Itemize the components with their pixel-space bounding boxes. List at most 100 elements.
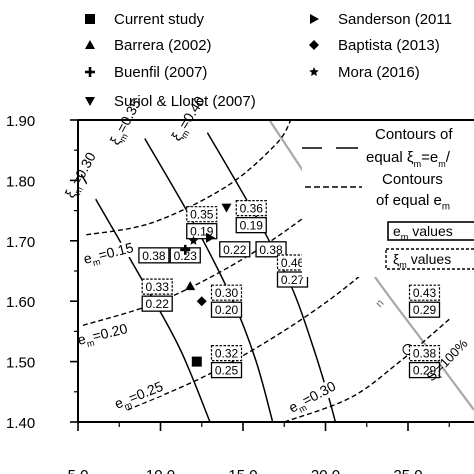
annotation-e-value-6: 0.27 (281, 273, 305, 287)
annotation-e-box-1 (235, 216, 267, 234)
x-tick-label-2: 15.0 (228, 467, 257, 474)
x-tick-label-0: 5.0 (68, 467, 89, 474)
legend-xi-values-box (385, 248, 474, 270)
saturation-side-label: n (374, 297, 387, 310)
x-tick-label-1: 10.0 (146, 467, 175, 474)
x-tick-label-3: 20.0 (311, 467, 340, 474)
legend-label: Buenfil (2007) (114, 63, 208, 81)
data-point-diamond-5 (196, 296, 207, 307)
legend-marker-star (309, 67, 319, 77)
annotation-xi-value-1: 0.36 (240, 202, 264, 216)
annotation-e-value-8: 0.22 (146, 297, 170, 311)
annotation-e-value-12: 0.29 (413, 364, 437, 378)
legend-item-triangle-up: Barrera (2002) (80, 36, 212, 54)
e-contour-0 (86, 120, 292, 236)
annotation-e-box-12 (408, 361, 441, 379)
legend-item-triangle-down: Suriol & Lloret (2007) (80, 92, 256, 110)
annotation-e-box-2 (138, 247, 170, 264)
annotation-xi-value-10: 0.43 (413, 286, 437, 300)
annotation-e-value-11: 0.25 (215, 364, 239, 378)
legend-marker-diamond (309, 40, 319, 50)
diamond-marker-icon (309, 40, 319, 50)
e-contour-label-text-0: em=0.15 (82, 239, 136, 270)
annotation-e-value-1: 0.19 (240, 219, 264, 233)
y-tick-label-4: 1.80 (6, 173, 35, 190)
e-contour-label-1: em=0.20 (74, 320, 129, 350)
annotation-xi-box-1 (235, 200, 267, 217)
legend-xi-line-desc: equal ξm=em/ (366, 149, 451, 169)
legend-e-values-box (387, 221, 474, 241)
annotation-xi-value-12: 0.38 (413, 347, 437, 361)
data-point-square-0 (191, 356, 202, 367)
annotation-e-box-9 (210, 301, 243, 318)
y-tick-label-5: 1.90 (6, 113, 35, 130)
triangle-up-marker-icon (85, 40, 95, 49)
annotation-e-value-2: 0.38 (142, 249, 166, 263)
legend-marker-triangle-up (85, 40, 95, 49)
annotation-e-value-3: 0.23 (174, 249, 198, 263)
y-tick-label-3: 1.70 (6, 234, 35, 251)
legend-e-values-text: em values (393, 223, 453, 242)
legend-item-star: Mora (2016) (304, 63, 420, 81)
square-marker-icon (85, 14, 95, 24)
legend-label: Sanderson (2011 (338, 10, 452, 28)
legend-marker-plus (85, 67, 95, 77)
annotation-e-value-10: 0.29 (413, 303, 437, 317)
e-contour-label-3: em=0.30 (284, 378, 340, 419)
data-point-triangle-down-3 (221, 203, 232, 213)
e-contour-label-0: em=0.15 (80, 239, 136, 270)
data-point-triangle-right-4 (206, 232, 215, 243)
annotation-e-box-11 (210, 361, 243, 379)
annotation-xi-value-8: 0.33 (146, 280, 170, 294)
e-contour-label-text-3: em=0.30 (286, 378, 340, 419)
contour-legend: Contours of equal ξm=em/Contours of equal … (302, 122, 474, 277)
legend-label: Suriol & Lloret (2007) (114, 92, 256, 110)
annotation-e-box-4 (219, 241, 251, 258)
triangle-right-marker-icon (310, 14, 319, 24)
annotation-e-box-6 (276, 271, 309, 288)
annotation-xi-box-9 (210, 284, 243, 301)
legend-item-plus: Buenfil (2007) (80, 63, 207, 81)
annotation-xi-value-11: 0.32 (215, 347, 239, 361)
x-tick-label-4: 25.0 (393, 467, 422, 474)
annotation-xi-value-9: 0.30 (215, 286, 239, 300)
e-contour-3 (284, 318, 450, 422)
annotation-xi-value-0: 0.35 (190, 208, 214, 222)
legend-label: Mora (2016) (338, 63, 420, 81)
legend-item-square: Current study (80, 10, 204, 28)
data-point-star-6 (188, 235, 199, 245)
legend-marker-triangle-right (310, 14, 319, 24)
legend-e-line-title: Contours (382, 171, 443, 188)
annotation-xi-box-12 (408, 345, 441, 362)
data-point-triangle-up-1 (185, 281, 196, 291)
annotation-xi-box-0 (186, 206, 218, 223)
legend-item-diamond: Baptista (2013) (304, 36, 440, 54)
e-contour-label-2: em=0.25 (110, 378, 165, 414)
xi-contour-label-2: ξm=0.40 (168, 93, 215, 159)
legend-xi-line-title: Contours of (375, 126, 453, 143)
legend-xi-values-text: ξm values (393, 251, 451, 270)
annotation-xi-box-11 (210, 345, 243, 362)
xi-contour-label-1: ξm=0.35 (107, 96, 153, 163)
legend-marker-triangle-down (85, 97, 95, 106)
legend-item-triangle-right: Sanderson (2011 (304, 10, 452, 28)
y-tick-label-1: 1.50 (6, 355, 35, 372)
legend-label: Current study (114, 10, 205, 28)
xi-contour-label-0: ξm=0.30 (62, 149, 108, 216)
legend-marker-square (85, 14, 95, 24)
annotation-xi-box-8 (141, 278, 173, 295)
legend-label: Barrera (2002) (114, 36, 212, 54)
annotation-e-box-8 (141, 295, 173, 312)
annotation-e-value-4: 0.22 (223, 243, 247, 257)
data-point-plus-2 (180, 244, 191, 255)
triangle-down-marker-icon (85, 97, 95, 106)
plus-marker-icon (85, 67, 95, 77)
legend-e-line-desc: of equal em (376, 192, 450, 213)
annotation-e-value-9: 0.20 (215, 303, 239, 317)
annotation-e-box-5 (255, 241, 287, 258)
annotation-xi-box-10 (408, 284, 441, 301)
y-tick-label-2: 1.60 (6, 294, 35, 311)
annotation-xi-value-6: 0.46 (281, 256, 305, 270)
